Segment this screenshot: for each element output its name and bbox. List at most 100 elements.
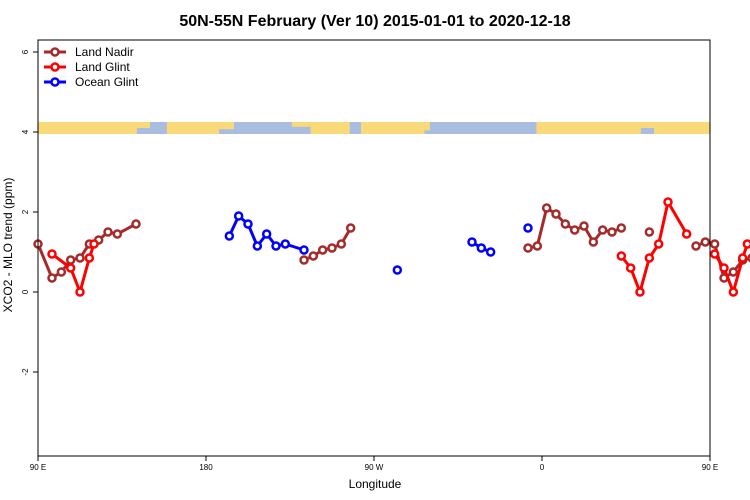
data-point-land-nadir	[317, 245, 328, 255]
land-band-segment	[166, 122, 220, 134]
y-tick-label: 6	[21, 49, 30, 54]
data-point-land-nadir	[345, 223, 356, 233]
legend-item-land-nadir: Land Nadir	[44, 45, 134, 59]
data-point-ocean-glint	[476, 243, 487, 253]
chart-title: 50N-55N February (Ver 10) 2015-01-01 to …	[179, 13, 570, 30]
legend-swatch-marker	[50, 47, 60, 57]
y-tick-label: 2	[21, 209, 30, 214]
legend-label: Land Glint	[75, 60, 130, 74]
legend-item-land-glint: Land Glint	[44, 60, 130, 74]
land-band-segment	[536, 122, 641, 134]
data-point-land-glint	[653, 239, 664, 249]
data-point-land-nadir	[299, 255, 309, 265]
x-tick-label: 0	[540, 463, 545, 472]
data-point-land-nadir	[65, 255, 76, 265]
data-point-land-glint	[635, 287, 645, 297]
y-axis-label: XCO2 - MLO trend (ppm)	[1, 178, 15, 313]
data-point-ocean-glint	[243, 219, 253, 229]
y-tick-label: 0	[21, 289, 30, 294]
data-point-ocean-glint	[224, 231, 235, 241]
land-band-segment	[360, 122, 425, 134]
land-band-segment	[38, 122, 137, 134]
data-point-land-nadir	[644, 227, 655, 237]
data-point-land-glint	[709, 249, 720, 259]
x-tick-label: 90 W	[365, 463, 384, 472]
data-point-land-nadir	[607, 227, 617, 237]
data-point-land-glint	[625, 263, 636, 273]
land-band-segment	[654, 122, 710, 134]
data-point-ocean-glint	[392, 265, 403, 275]
land-band-segment	[424, 122, 430, 131]
land-band-segment	[310, 122, 350, 134]
x-tick-label: 90 E	[702, 463, 718, 472]
data-point-land-nadir	[616, 223, 627, 233]
legend-item-ocean-glint: Ocean Glint	[44, 75, 139, 89]
data-point-land-nadir	[691, 241, 701, 251]
data-point-land-nadir	[551, 209, 561, 219]
data-point-land-nadir	[131, 219, 141, 229]
land-band-segment	[219, 122, 234, 130]
x-tick-label: 180	[199, 463, 213, 472]
data-point-land-nadir	[597, 225, 608, 235]
data-point-land-nadir	[523, 243, 533, 253]
x-axis-label: Longitude	[349, 477, 402, 491]
legend-label: Land Nadir	[75, 45, 134, 59]
data-point-ocean-glint	[233, 211, 244, 221]
data-point-land-glint	[47, 249, 57, 259]
y-tick-label: -2	[21, 368, 30, 376]
data-point-land-nadir	[569, 225, 580, 235]
data-point-land-nadir	[327, 243, 337, 253]
series-line-land-nadir	[36, 222, 137, 280]
data-point-land-nadir	[112, 229, 123, 239]
data-point-land-nadir	[56, 267, 67, 277]
series-line-land-glint	[620, 200, 688, 294]
data-point-land-glint	[663, 197, 673, 207]
land-band-segment	[136, 122, 150, 128]
data-point-ocean-glint	[252, 241, 263, 251]
data-point-ocean-glint	[485, 247, 496, 257]
data-point-land-nadir	[728, 267, 739, 277]
data-point-land-glint	[65, 263, 76, 273]
land-band-segment	[291, 122, 311, 127]
plot-frame	[37, 39, 711, 457]
data-point-land-nadir	[541, 203, 552, 213]
data-point-land-glint	[75, 287, 85, 297]
data-point-land-nadir	[579, 221, 589, 231]
data-point-ocean-glint	[467, 237, 477, 247]
land-band-segment	[640, 122, 654, 128]
x-tick-label: 90 E	[30, 463, 46, 472]
y-tick-label: 4	[21, 129, 30, 134]
series-ocean-glint	[224, 211, 533, 275]
land-ocean-band	[38, 122, 710, 134]
data-point-ocean-glint	[271, 241, 281, 251]
legend-swatch-marker	[50, 77, 60, 87]
data-point-ocean-glint	[280, 239, 291, 249]
data-point-land-glint	[719, 263, 729, 273]
legend-label: Ocean Glint	[75, 75, 139, 89]
data-point-land-nadir	[588, 237, 599, 247]
axes-layer: 90 E 180 90 W 0 90 E -2 0 2 4 6	[21, 49, 718, 472]
data-point-land-nadir	[700, 237, 711, 247]
data-point-ocean-glint	[299, 245, 309, 255]
data-point-land-glint	[737, 253, 748, 263]
data-point-land-nadir	[560, 219, 571, 229]
data-point-land-nadir	[532, 241, 543, 251]
data-point-land-nadir	[308, 251, 319, 261]
series-land-glint	[47, 197, 750, 297]
data-point-land-glint	[728, 287, 739, 297]
data-point-land-glint	[681, 229, 692, 239]
data-point-land-glint	[84, 253, 95, 263]
data-point-land-glint	[742, 239, 750, 249]
legend-swatch-marker	[50, 62, 60, 72]
data-point-land-nadir	[75, 253, 85, 263]
data-point-land-glint	[89, 239, 99, 249]
series-land-nadir	[33, 203, 750, 283]
data-point-land-glint	[644, 253, 655, 263]
data-point-land-nadir	[709, 239, 720, 249]
data-point-land-nadir	[336, 239, 347, 249]
data-point-land-nadir	[47, 273, 57, 283]
data-point-land-glint	[616, 251, 627, 261]
data-point-ocean-glint	[523, 223, 533, 233]
